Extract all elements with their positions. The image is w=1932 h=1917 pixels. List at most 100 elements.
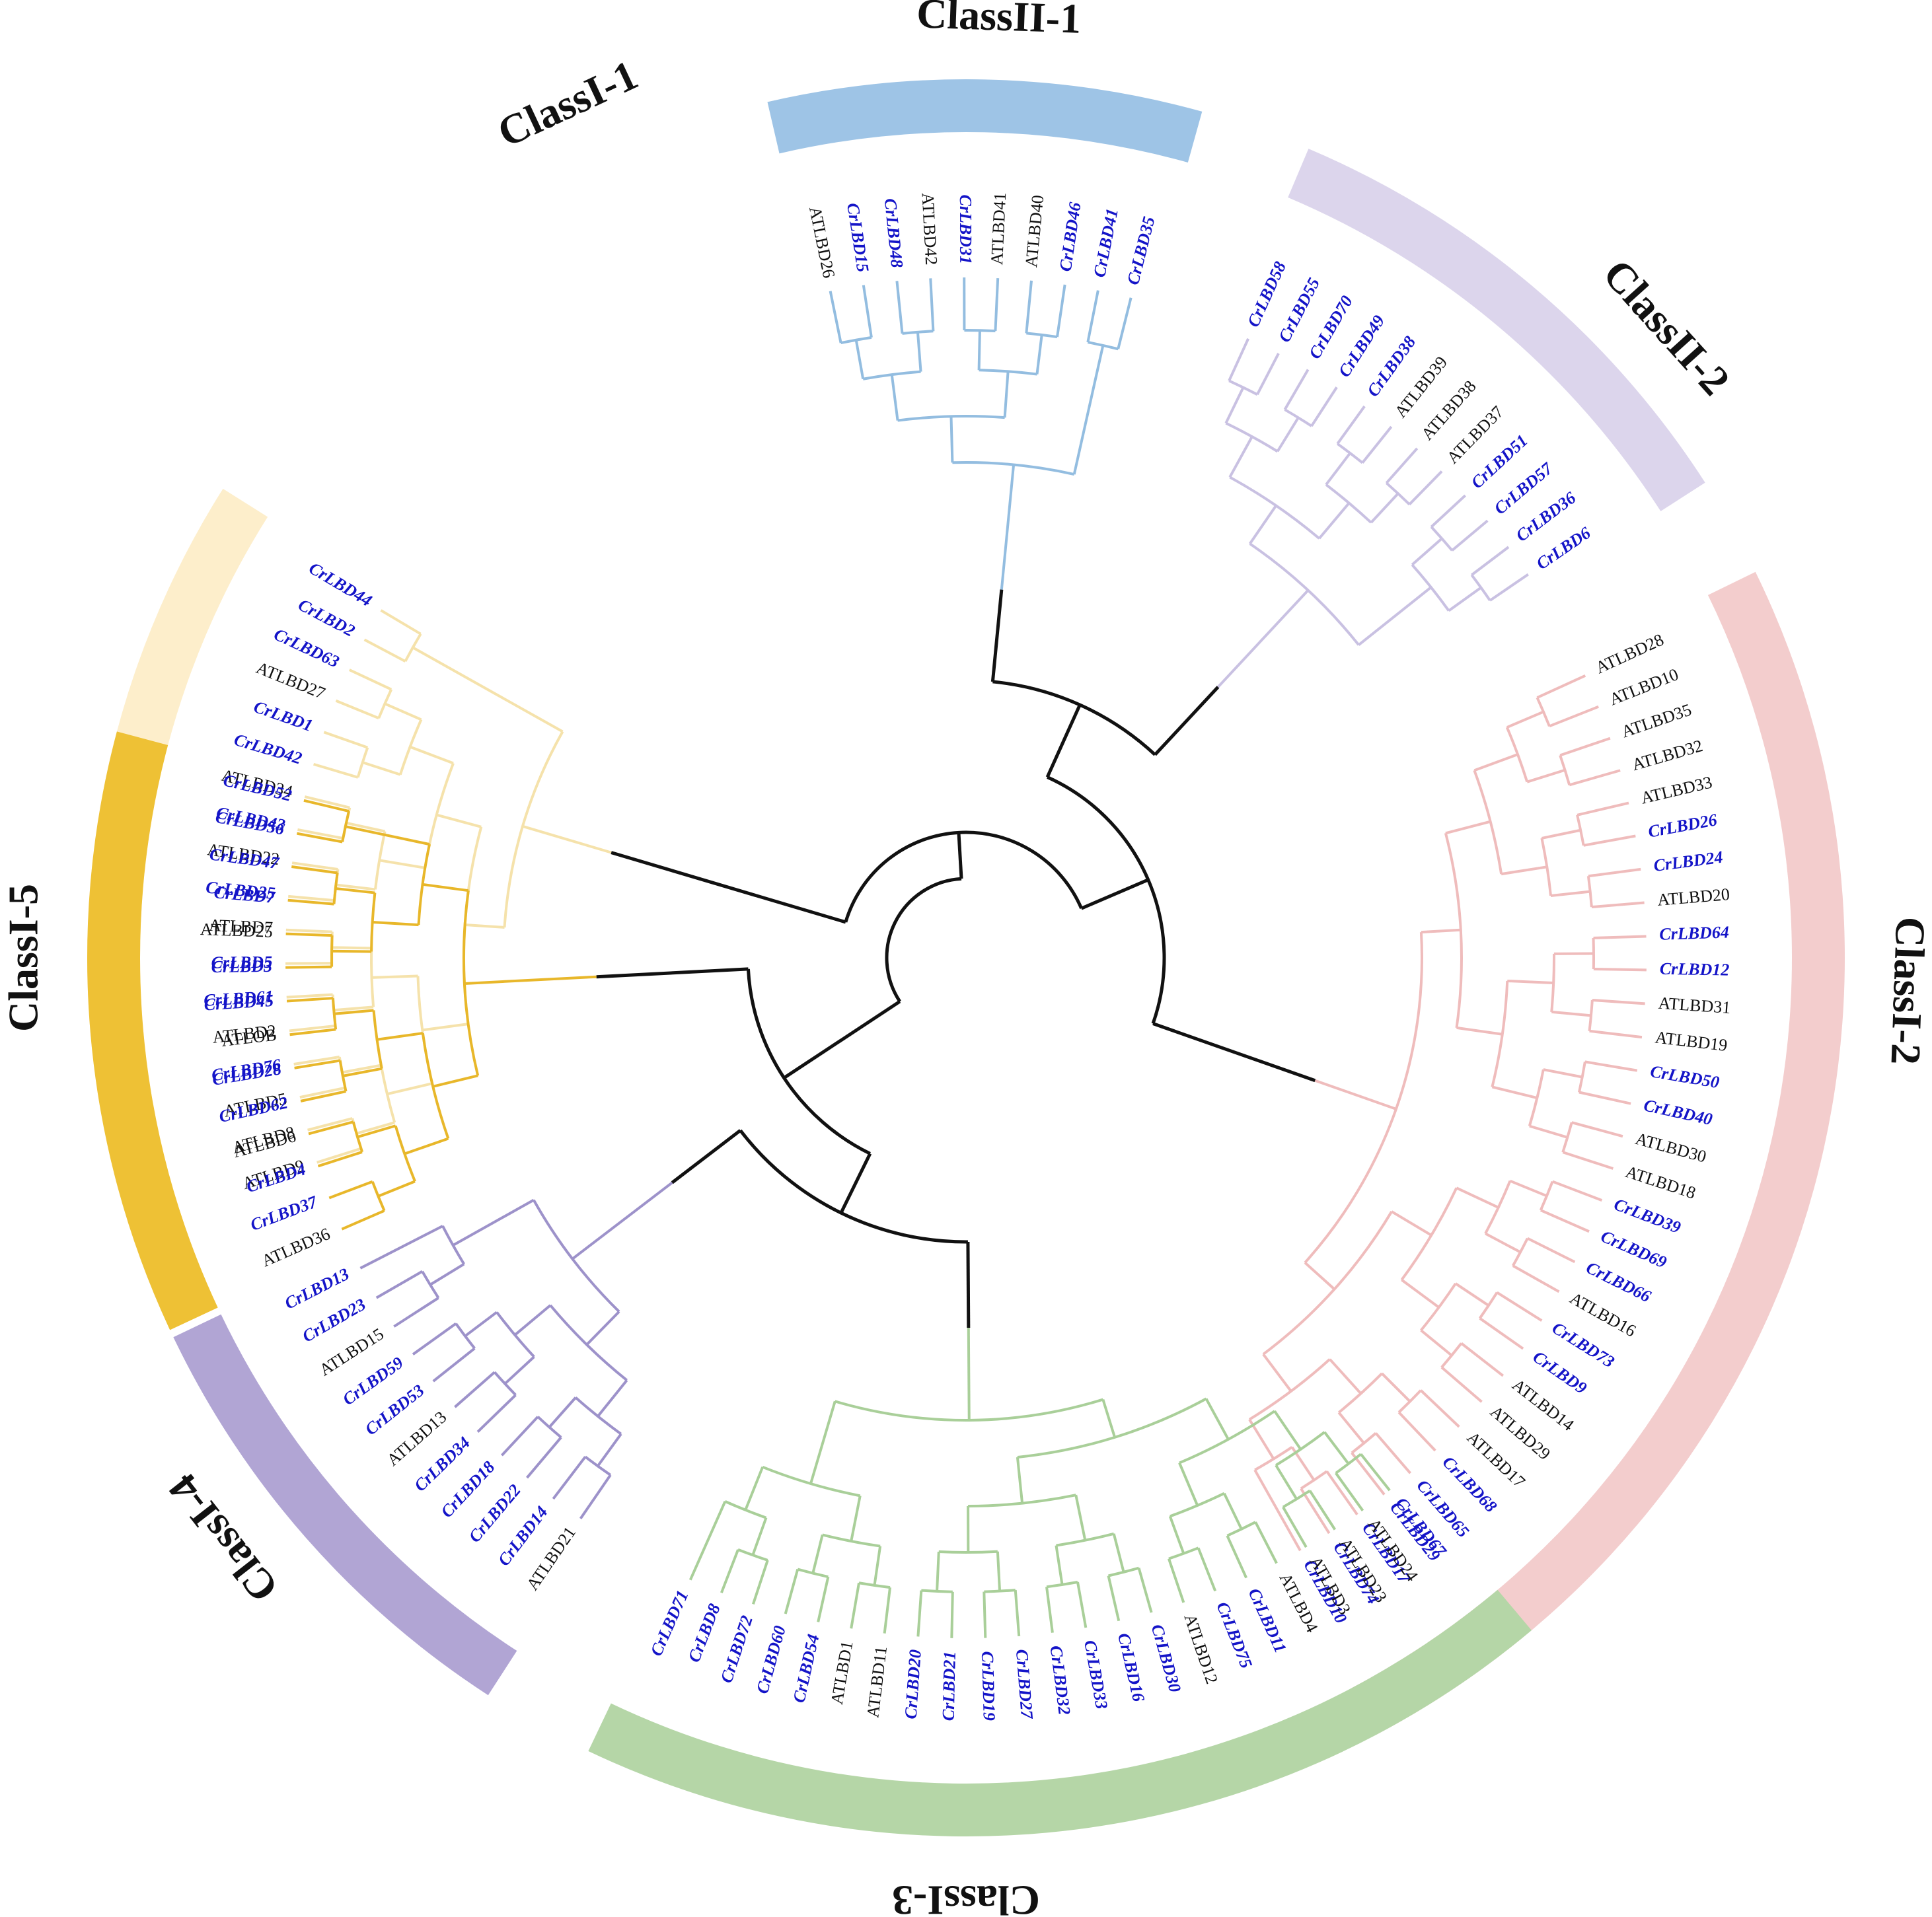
branch bbox=[850, 1582, 860, 1629]
branch-arc bbox=[1275, 1431, 1325, 1466]
branch bbox=[377, 1032, 424, 1041]
branch bbox=[334, 1005, 374, 1012]
branch-arc bbox=[1420, 1282, 1457, 1332]
branch bbox=[409, 745, 454, 765]
branch bbox=[579, 1474, 612, 1519]
branch-arc bbox=[1017, 1397, 1207, 1459]
branch bbox=[476, 1394, 517, 1433]
root-branch bbox=[957, 832, 963, 879]
clade-label: ClassI-2 bbox=[1882, 916, 1932, 1066]
leaf-label: CrLBD35 bbox=[1123, 215, 1159, 287]
leaf-label: CrLBD50 bbox=[1649, 1062, 1721, 1092]
branch bbox=[1300, 1488, 1331, 1535]
clade-band-classii-2 bbox=[1288, 149, 1705, 511]
branch bbox=[393, 1297, 439, 1328]
branch bbox=[1168, 1515, 1185, 1554]
branch-arc bbox=[979, 369, 1037, 376]
branch bbox=[1055, 1545, 1064, 1585]
branch bbox=[500, 1416, 539, 1457]
branch bbox=[1304, 1261, 1335, 1291]
leaf-label: CrLBD15 bbox=[843, 201, 873, 273]
branch bbox=[348, 669, 392, 691]
leaf-label: ATLBD40 bbox=[1022, 194, 1047, 268]
branch bbox=[336, 883, 376, 891]
branch bbox=[1579, 1091, 1631, 1105]
branch bbox=[1308, 1490, 1337, 1531]
leaf-label: CrLBD71 bbox=[646, 1587, 692, 1659]
branch bbox=[286, 993, 333, 999]
root-arc bbox=[885, 877, 962, 1003]
branch bbox=[285, 932, 332, 937]
branch bbox=[850, 1495, 862, 1542]
branch bbox=[363, 638, 406, 663]
branch bbox=[342, 1067, 383, 1077]
branch bbox=[294, 1059, 340, 1069]
branch bbox=[1509, 1179, 1547, 1198]
branch bbox=[936, 1551, 940, 1592]
branch bbox=[1454, 1282, 1490, 1307]
branch bbox=[375, 1270, 424, 1299]
branch bbox=[890, 374, 899, 421]
leaf-label: ATLBD1 bbox=[827, 1640, 857, 1706]
leaf-label: CrLBD60 bbox=[753, 1624, 790, 1696]
clade-band-classi-3 bbox=[588, 1589, 1532, 1836]
branch bbox=[1411, 537, 1443, 566]
branch bbox=[1592, 998, 1645, 1005]
branch-arc bbox=[1559, 754, 1571, 785]
leaf-labels: ATLBD9ATLBD8ATLBD5CrLBD76ATLBD2CrLBD61Cr… bbox=[200, 192, 1732, 1721]
branch bbox=[1226, 1535, 1247, 1579]
branch bbox=[585, 1311, 620, 1346]
branch bbox=[1471, 546, 1510, 576]
branch-arc bbox=[1087, 341, 1119, 351]
leaf-label: CrLBD11 bbox=[1245, 1585, 1290, 1656]
leaf-label: ATLBD19 bbox=[1654, 1028, 1728, 1056]
root-branch bbox=[1152, 1022, 1316, 1083]
branch bbox=[313, 762, 359, 779]
branch bbox=[1168, 1558, 1185, 1603]
branch bbox=[1451, 519, 1489, 552]
branch bbox=[380, 609, 422, 635]
branch bbox=[994, 278, 1000, 332]
branch bbox=[1310, 386, 1338, 427]
branch-arc bbox=[1056, 1532, 1115, 1547]
branch bbox=[829, 291, 842, 344]
branch bbox=[1197, 1547, 1217, 1592]
branch-arc bbox=[1397, 1389, 1422, 1414]
branch bbox=[1485, 1232, 1521, 1254]
branch bbox=[303, 799, 350, 813]
branch-arc bbox=[417, 844, 431, 925]
branch bbox=[1551, 1180, 1603, 1202]
branch bbox=[949, 416, 954, 463]
leaf-label: CrLBD46 bbox=[1056, 201, 1085, 273]
branch bbox=[432, 1074, 478, 1088]
branch bbox=[1101, 1398, 1117, 1438]
root-arc bbox=[739, 1129, 968, 1244]
branch bbox=[996, 1551, 1002, 1591]
leaf-label: CrLBD42 bbox=[232, 730, 304, 768]
root-branch bbox=[966, 1241, 971, 1328]
branch bbox=[817, 1576, 830, 1622]
branch bbox=[688, 1501, 727, 1581]
branch-arc bbox=[394, 1125, 416, 1182]
branch bbox=[359, 1225, 443, 1270]
branch bbox=[293, 1056, 340, 1066]
branch bbox=[1276, 417, 1300, 452]
branch bbox=[1325, 1470, 1358, 1515]
branch bbox=[335, 699, 379, 720]
branch-arc bbox=[1228, 379, 1258, 396]
branch-arc bbox=[1586, 876, 1593, 908]
tree-branches bbox=[285, 277, 1647, 1638]
branch bbox=[1589, 1029, 1643, 1039]
branch bbox=[503, 1356, 535, 1385]
branch-arc bbox=[1577, 1062, 1586, 1093]
clade-bands bbox=[87, 79, 1845, 1836]
branch bbox=[1541, 828, 1581, 840]
branch bbox=[1112, 1533, 1125, 1573]
branch-arc bbox=[332, 873, 339, 904]
branch bbox=[1253, 1469, 1302, 1552]
branch bbox=[1550, 890, 1590, 897]
branch bbox=[1593, 935, 1647, 939]
branch bbox=[895, 281, 904, 334]
branch bbox=[317, 1151, 363, 1168]
leaf-label: CrLBD1 bbox=[251, 697, 315, 735]
